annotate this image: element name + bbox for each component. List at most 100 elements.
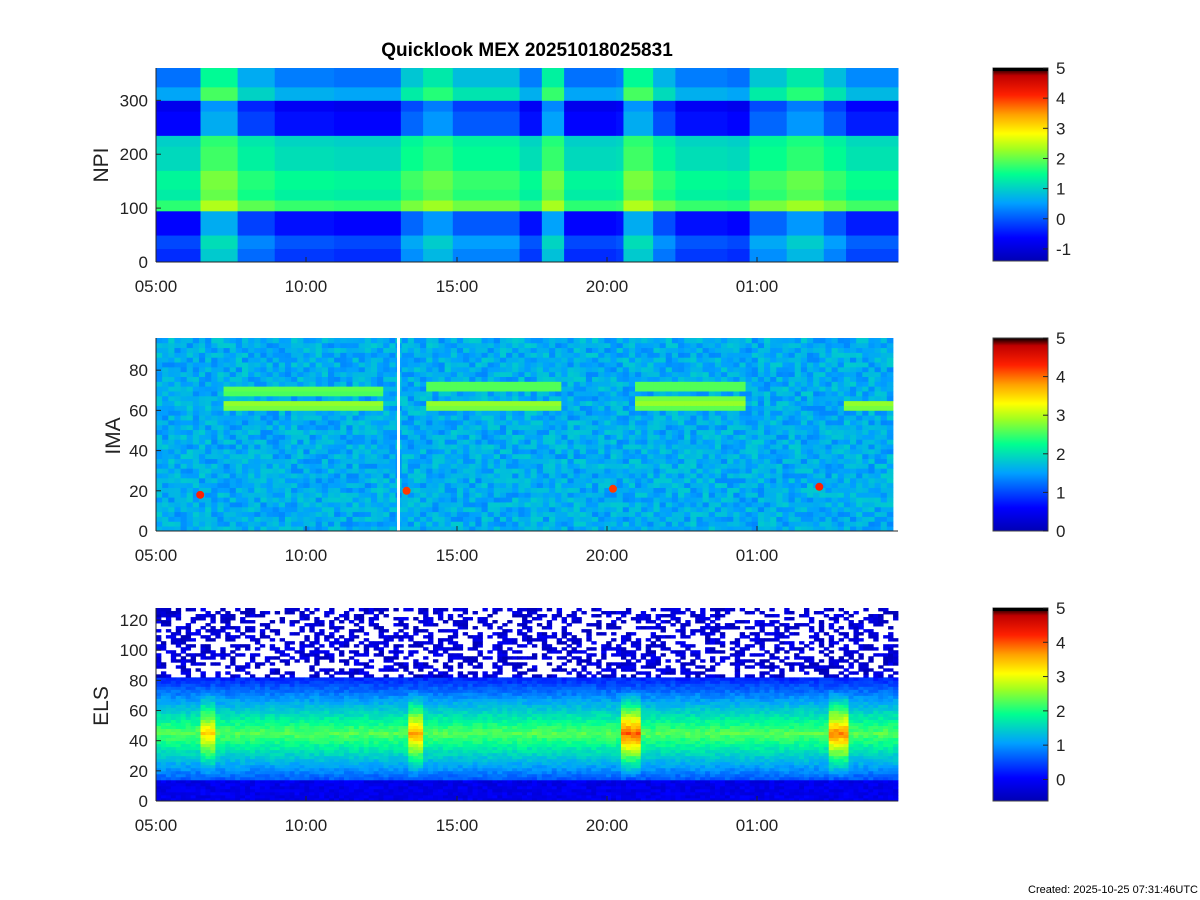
ima-cell bbox=[807, 487, 814, 493]
ima-cell bbox=[542, 492, 550, 498]
ima-cell bbox=[407, 434, 415, 440]
ima-cell bbox=[475, 492, 482, 498]
ima-cell bbox=[837, 362, 845, 368]
ima-cell bbox=[168, 511, 175, 517]
ima-cell bbox=[346, 526, 353, 532]
ima-cell bbox=[248, 376, 255, 382]
ima-cell bbox=[499, 420, 507, 426]
ima-cell bbox=[192, 347, 200, 353]
ima-cell bbox=[665, 463, 673, 469]
npi-cell bbox=[616, 248, 624, 263]
ima-cell bbox=[708, 400, 716, 406]
ima-cell bbox=[536, 366, 544, 373]
ima-cell bbox=[223, 381, 231, 387]
ima-cell bbox=[499, 371, 507, 377]
ima-cell bbox=[444, 434, 452, 440]
ima-cell bbox=[862, 376, 869, 382]
ima-cell bbox=[659, 434, 667, 440]
ima-cell bbox=[721, 492, 728, 498]
ima-cell bbox=[512, 347, 519, 353]
ima-cell bbox=[567, 502, 575, 508]
ima-cell bbox=[278, 400, 286, 406]
ima-cell bbox=[782, 511, 789, 517]
ima-cell bbox=[272, 371, 280, 377]
ima-cell bbox=[223, 434, 231, 440]
ima-cell bbox=[690, 429, 697, 435]
ima-cell bbox=[653, 453, 661, 460]
ima-cell bbox=[696, 497, 704, 503]
ima-cell bbox=[377, 347, 384, 353]
ima-cell bbox=[739, 415, 746, 421]
ima-cell bbox=[327, 434, 335, 440]
ima-cell bbox=[413, 458, 421, 464]
ima-cell bbox=[297, 492, 304, 498]
ima-cell bbox=[481, 434, 489, 440]
ima-cell bbox=[229, 453, 237, 460]
ima-cell bbox=[364, 439, 372, 445]
ima-cell bbox=[284, 342, 292, 349]
ima-cell bbox=[248, 371, 255, 377]
ima-cell bbox=[278, 453, 286, 460]
ima-cell bbox=[205, 400, 212, 406]
ima-cell bbox=[628, 366, 636, 373]
ima-cell bbox=[622, 347, 630, 353]
ima-cell bbox=[364, 405, 372, 411]
ima-cell bbox=[248, 448, 255, 455]
ima-cell bbox=[241, 395, 249, 402]
ima-cell bbox=[721, 386, 728, 392]
ima-cell bbox=[291, 420, 298, 426]
ima-cell bbox=[487, 448, 495, 455]
ima-cell bbox=[598, 521, 605, 527]
npi-cell bbox=[675, 200, 728, 212]
ima-cell bbox=[223, 497, 231, 503]
ima-cell bbox=[370, 453, 378, 460]
ima-cell bbox=[383, 420, 390, 426]
ima-cell bbox=[708, 458, 716, 464]
ima-cell bbox=[850, 429, 857, 435]
ima-cell bbox=[536, 511, 544, 517]
ima-cell bbox=[696, 371, 704, 377]
npi-cell bbox=[519, 100, 543, 112]
ima-cell bbox=[481, 458, 489, 464]
ima-cell bbox=[739, 463, 746, 469]
ima-cell bbox=[260, 434, 267, 440]
ima-cell bbox=[309, 395, 317, 402]
ima-cell bbox=[635, 482, 642, 488]
ima-cell bbox=[770, 391, 777, 397]
npi-cell bbox=[623, 200, 654, 212]
ima-cell bbox=[162, 444, 169, 450]
ima-cell bbox=[438, 463, 446, 469]
ima-cell bbox=[721, 429, 728, 435]
ima-cell bbox=[512, 439, 519, 445]
ima-cell bbox=[475, 473, 482, 479]
ima-cell bbox=[198, 453, 206, 460]
ima-cell bbox=[217, 400, 224, 406]
ima-cell bbox=[327, 444, 335, 450]
ima-cell bbox=[721, 381, 728, 387]
ima-cell bbox=[579, 482, 587, 488]
ima-cell bbox=[843, 526, 851, 532]
ima-cell bbox=[794, 492, 802, 498]
ima-cell bbox=[205, 395, 212, 402]
ima-cell bbox=[518, 511, 525, 517]
ima-cell bbox=[438, 357, 446, 363]
ima-cell bbox=[383, 487, 390, 493]
ima-cell bbox=[450, 448, 458, 455]
ima-cell bbox=[383, 506, 390, 513]
ima-cell bbox=[284, 424, 292, 431]
npi-cell bbox=[541, 210, 565, 236]
ima-cell bbox=[211, 357, 218, 363]
ima-cell bbox=[610, 424, 618, 431]
ima-cell bbox=[549, 463, 556, 469]
ima-cell bbox=[727, 463, 734, 469]
ima-cell bbox=[665, 526, 673, 532]
ima-cell bbox=[229, 511, 237, 517]
ima-cell bbox=[180, 516, 188, 522]
ima-cell bbox=[782, 405, 789, 411]
ima-cell bbox=[653, 424, 661, 431]
npi-cell bbox=[423, 200, 454, 212]
ima-cell bbox=[512, 357, 519, 363]
ima-cell bbox=[549, 458, 556, 464]
ima-cell bbox=[377, 453, 384, 460]
ima-cell bbox=[303, 357, 310, 363]
